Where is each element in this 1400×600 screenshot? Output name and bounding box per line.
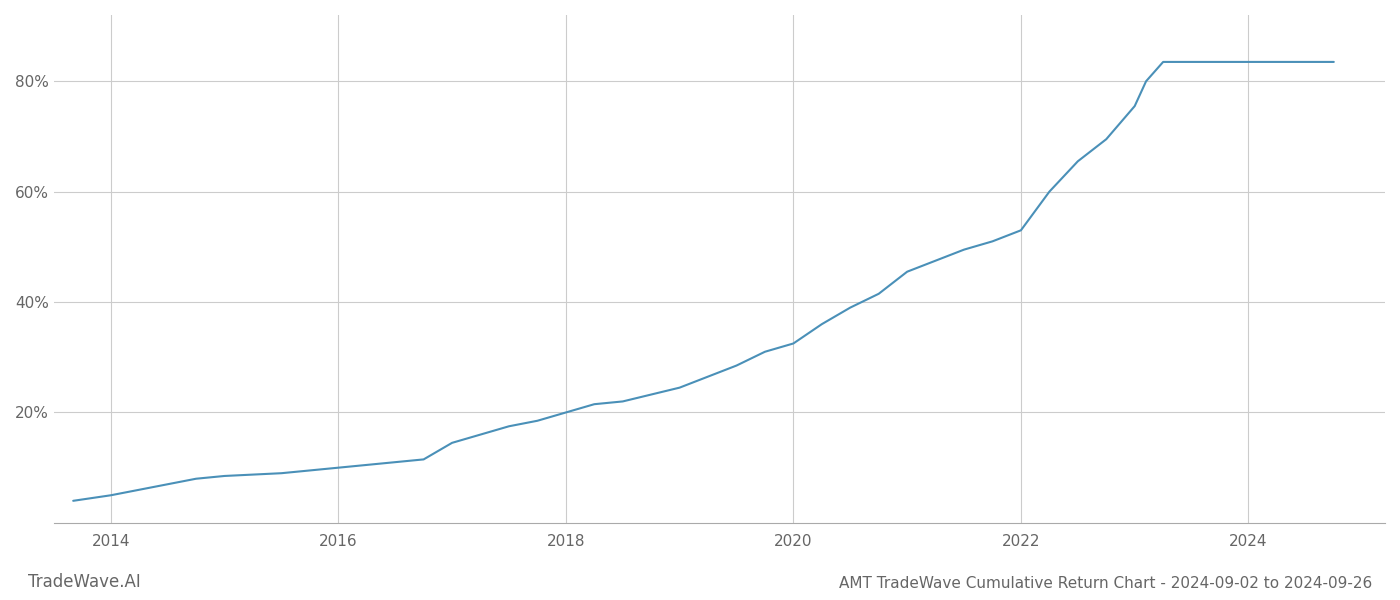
Text: TradeWave.AI: TradeWave.AI <box>28 573 141 591</box>
Text: AMT TradeWave Cumulative Return Chart - 2024-09-02 to 2024-09-26: AMT TradeWave Cumulative Return Chart - … <box>839 576 1372 591</box>
